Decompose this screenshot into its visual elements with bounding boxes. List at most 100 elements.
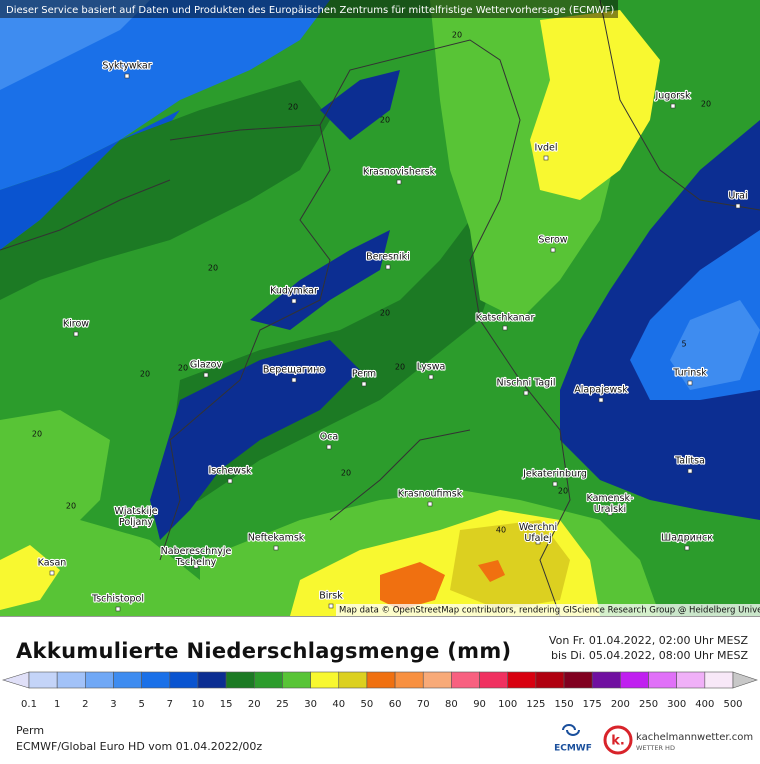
city-marker [550,247,556,253]
scale-step [197,671,227,689]
scale-label: 90 [473,699,486,710]
city-label: Glazov [190,360,223,371]
contour-label: 20 [701,100,711,109]
scale-step [563,671,593,689]
scale-step [451,671,480,689]
city-marker [670,103,676,109]
scale-step [591,671,621,689]
city-label: Kamensk-Uralski [587,493,634,515]
ecmwf-label: ECMWF [554,744,592,754]
contour-label: 20 [558,487,568,496]
scale-step [366,671,396,689]
scale-step [338,671,368,689]
scale-step [620,671,649,689]
city-label: Birsk [319,591,343,602]
scale-label: 500 [723,699,742,710]
city-label: Tschistopol [91,594,144,605]
city-marker [427,501,433,507]
scale-label: 80 [445,699,458,710]
city-marker [552,481,558,487]
city-marker [598,397,604,403]
contour-label: 5 [681,340,686,349]
scale-label: 400 [695,699,714,710]
brand-sub: WETTER HD [636,744,675,752]
legend-title: Akkumulierte Niederschlagsmenge (mm) [16,639,511,663]
city-label: Ivdel [535,143,558,154]
contour-label: 20 [178,364,188,373]
scale-step [282,671,311,689]
city-marker [203,372,209,378]
scale-step [56,671,86,689]
city-marker [291,377,297,383]
city-label: Alapajewsk [574,385,628,396]
city-label: Jekaterinburg [522,469,587,480]
city-label: Nischni Tagil [497,378,556,389]
city-label: Serow [538,235,567,246]
city-marker [133,523,139,529]
scale-label: 7 [167,699,173,710]
scale-label: 1 [54,699,60,710]
scale-label: 60 [389,699,402,710]
service-notice: Dieser Service basiert auf Daten und Pro… [6,5,614,16]
city-label: Werchni Ufalej [519,522,557,544]
contour-label: 20 [341,469,351,478]
scale-step [28,671,58,689]
scale-label: 150 [554,699,573,710]
city-marker [735,203,741,209]
scale-label: 175 [583,699,602,710]
scale-label: 3 [110,699,116,710]
brand-mark: k. [611,734,625,749]
scale-step [479,671,509,689]
city-marker [273,545,279,551]
city-marker [684,545,690,551]
city-label: Jugorsk [654,91,691,102]
city-label: Krasnoufimsk [398,489,463,500]
city-marker [49,570,55,576]
contour-label: 20 [395,363,405,372]
city-marker [326,444,332,450]
city-marker [291,298,297,304]
scale-step [704,671,734,689]
city-marker [428,374,434,380]
scale-step [422,671,452,689]
contour-label: 40 [496,526,506,535]
scale-step [253,671,283,689]
ecmwf-logo: ECMWF [554,724,592,754]
scale-arrow-right [732,671,758,689]
scale-label: 250 [639,699,658,710]
scale-step [676,671,706,689]
scale-step [169,671,199,689]
scale-label: 125 [526,699,545,710]
scale-label: 300 [667,699,686,710]
scale-step [507,671,537,689]
scale-label: 70 [417,699,430,710]
city-marker [543,155,549,161]
scale-label: 15 [220,699,233,710]
city-marker [535,539,541,545]
city-label: Syktywkar [102,61,151,72]
location: Perm [16,724,44,737]
brand-name[interactable]: kachelmannwetter.com [636,732,753,743]
contour-label: 20 [452,31,462,40]
scale-label: 0.1 [21,699,37,710]
city-label: Beresniki [366,252,410,263]
scale-step [394,671,424,689]
contour-label: 20 [208,264,218,273]
scale-step [113,671,142,689]
scale-step [310,671,340,689]
scale-step [85,671,114,689]
contour-label: 20 [66,502,76,511]
scale-label: 20 [248,699,261,710]
scale-label: 5 [138,699,144,710]
brand-logo[interactable]: k. kachelmannwetter.com WETTER HD [603,725,753,755]
city-label: Lyswa [417,362,446,373]
scale-label: 30 [304,699,317,710]
city-label: Turinsk [672,368,707,379]
scale-label: 50 [361,699,374,710]
city-marker [227,478,233,484]
color-scale: 0.1 1 2 3 5 7 10 15 20 25 30 40 50 60 70 80 90 100 125 150 1… [1,671,758,710]
city-marker [73,331,79,337]
city-label: Kudymkar [270,286,318,297]
city-marker [607,510,613,516]
